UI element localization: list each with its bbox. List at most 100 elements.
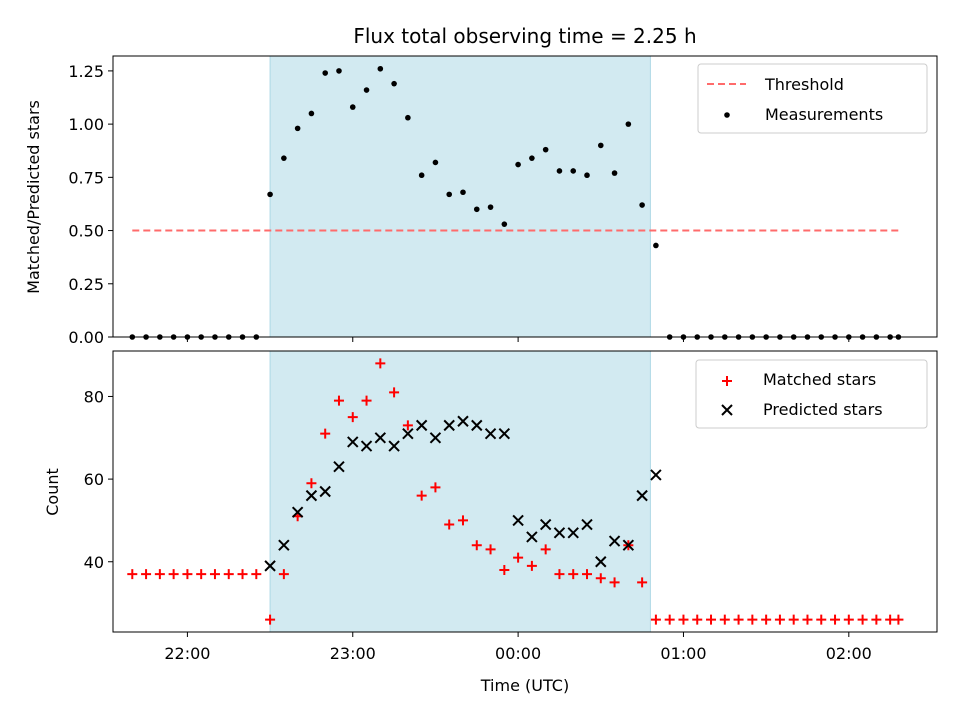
predicted-star-marker [360, 440, 373, 452]
matched-star-marker [416, 490, 427, 501]
matched-star-marker [402, 420, 413, 431]
predicted-star-marker [264, 560, 276, 572]
measurement-point [611, 170, 618, 176]
measurement-point [473, 206, 480, 213]
predicted-star-marker [622, 539, 635, 551]
top-y-tick-label: 0.50 [68, 222, 104, 241]
matched-star-marker [733, 614, 744, 625]
matched-star-marker [306, 478, 317, 489]
matched-star-marker [706, 614, 717, 625]
top-y-tick-label: 0.25 [68, 275, 104, 294]
matched-star-marker [375, 358, 386, 369]
predicted-star-marker [595, 556, 607, 568]
predicted-star-marker [650, 469, 662, 481]
matched-star-marker [347, 412, 358, 423]
top-y-tick-label: 1.25 [68, 62, 104, 81]
predicted-star-marker [498, 427, 511, 440]
predicted-star-marker [429, 432, 442, 444]
bottom-x-tick-label: 00:00 [495, 644, 541, 663]
matched-star-marker [637, 577, 648, 588]
matched-star-marker [761, 614, 772, 625]
predicted-star-marker [305, 489, 318, 502]
measurement-point [542, 146, 549, 153]
matched-star-marker [678, 614, 689, 625]
matched-star-marker [457, 515, 468, 526]
matched-star-marker [719, 614, 730, 625]
top-axes-frame [112, 55, 938, 338]
predicted-star-marker [636, 489, 648, 502]
top-observing-span [270, 56, 651, 337]
measurement-point [418, 172, 425, 179]
measurement-point [515, 161, 521, 168]
measurement-point [460, 189, 466, 196]
measurement-point [377, 65, 384, 72]
matched-star-marker [223, 569, 234, 580]
matched-star-marker [609, 577, 620, 588]
matched-star-marker [278, 569, 289, 580]
measurement-point [267, 191, 273, 198]
bottom-observing-span [270, 351, 651, 632]
predicted-star-marker [457, 415, 469, 427]
top-y-axis-label: Matched/Predicted stars [24, 100, 43, 294]
matched-star-marker [692, 614, 703, 625]
matched-star-marker [747, 614, 758, 625]
matched-star-marker [430, 482, 441, 493]
measurement-point [556, 168, 563, 174]
predicted-star-marker [333, 460, 345, 473]
predicted-star-marker [553, 527, 566, 539]
measurement-point [639, 202, 645, 208]
measurement-point [405, 114, 411, 121]
predicted-star-marker [539, 518, 552, 531]
predicted-star-marker [374, 432, 387, 444]
bottom-y-axis-label: Count [43, 468, 62, 516]
predicted-star-marker [443, 419, 455, 432]
bottom-x-tick-label: 22:00 [164, 644, 210, 663]
matched-star-marker [871, 614, 882, 625]
matched-star-marker [444, 519, 455, 530]
matched-star-marker [857, 614, 868, 625]
predicted-star-marker [512, 514, 524, 527]
legend-measurement-swatch [724, 112, 730, 118]
legend-threshold-label: Threshold [764, 75, 844, 94]
top-legend: Threshold Measurements [697, 63, 928, 134]
top-y-tick-label: 0.75 [68, 168, 104, 187]
measurement-point [432, 159, 439, 166]
predicted-star-marker [402, 427, 414, 440]
matched-star-marker [182, 569, 193, 580]
matched-star-marker [168, 569, 179, 580]
legend-predicted-swatch [721, 404, 733, 416]
matched-star-marker [389, 387, 400, 398]
measurement-point [653, 242, 659, 249]
matched-star-marker [513, 552, 524, 563]
measurement-point [597, 142, 604, 149]
measurement-point [308, 110, 315, 117]
measurement-point [570, 168, 577, 174]
predicted-star-marker [415, 419, 428, 432]
bottom-panel: 40 60 80 22:00 23:00 00:00 01:00 02:00 [84, 350, 938, 663]
matched-star-marker [361, 395, 372, 406]
legend-predicted-label: Predicted stars [763, 400, 883, 419]
matched-star-marker [816, 614, 827, 625]
legend-matched-label: Matched stars [763, 370, 876, 389]
measurement-point [391, 80, 397, 87]
bottom-legend-box [695, 359, 928, 429]
matched-star-marker [650, 614, 661, 625]
matched-star-marker [830, 614, 841, 625]
predicted-star-marker [581, 518, 593, 531]
predicted-star-marker [291, 506, 304, 518]
matched-star-marker [802, 614, 813, 625]
top-legend-box [697, 63, 928, 134]
bottom-y-tick-label: 40 [84, 553, 104, 572]
matched-star-marker [843, 614, 854, 625]
top-y-tick-label: 1.00 [68, 115, 104, 134]
bottom-legend: Matched stars Predicted stars [695, 359, 928, 429]
matched-star-marker [595, 573, 606, 584]
measurement-point [363, 87, 370, 93]
predicted-star-marker [484, 427, 497, 440]
matched-star-marker [265, 614, 276, 625]
matched-star-marker [893, 614, 904, 625]
measurement-point [529, 155, 535, 161]
bottom-x-tick-label: 02:00 [826, 644, 872, 663]
measurement-point [349, 104, 356, 110]
measurement-point [625, 121, 632, 127]
